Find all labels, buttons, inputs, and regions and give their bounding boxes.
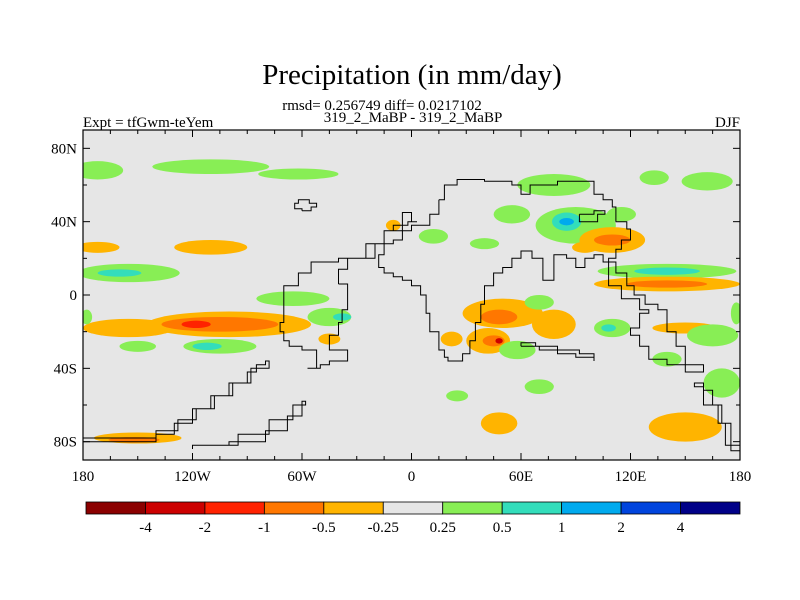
anomaly-region-pos-low (446, 390, 469, 402)
anomaly-region-neg-mid (480, 309, 518, 325)
anomaly-region-pos-low (83, 161, 124, 180)
anomaly-region-neg-low (440, 331, 463, 347)
coastline (83, 360, 270, 443)
x-tick-label: 180 (72, 469, 95, 485)
anomaly-region-pos-mid (601, 324, 616, 332)
x-tick-label: 120W (174, 469, 212, 485)
y-tick-label: 80S (54, 435, 77, 451)
colorbar: -4 -2 -1 -0.5 -0.25 0.25 0.5 1 2 4 (85, 501, 741, 536)
anomaly-region-neg-low (648, 412, 722, 442)
anomaly-region-pos-low (703, 368, 740, 398)
y-tick-label: 80N (51, 141, 77, 157)
anomaly-region-neg-max (495, 338, 503, 344)
colorbar-swatch (561, 501, 622, 515)
anomaly-region-pos-mid (634, 267, 700, 275)
coastline (520, 342, 595, 361)
season-label: DJF (715, 115, 740, 131)
anomaly-region-pos-low (307, 307, 352, 327)
colorbar-swatch (442, 501, 503, 515)
colorbar-label: 0.25 (430, 520, 456, 536)
anomaly-region-pos-low (258, 168, 339, 180)
anomaly-region-pos-low (83, 309, 93, 325)
chart-title: Precipitation (in mm/day) (262, 59, 562, 91)
colorbar-swatch (620, 501, 681, 515)
colorbar-swatch (323, 501, 384, 515)
anomaly-region-pos-low (418, 229, 448, 244)
colorbar-label: -0.5 (312, 520, 336, 536)
y-tick-label: 40S (54, 361, 77, 377)
anomaly-field (83, 159, 740, 444)
map-background (83, 130, 740, 460)
colorbar-label: -2 (199, 520, 212, 536)
chart-subtitle-runs: 319_2_MaBP - 319_2_MaBP (324, 110, 503, 126)
anomaly-region-neg-high (181, 320, 211, 329)
anomaly-region-pos-low (606, 207, 636, 222)
land-outlines (83, 179, 740, 452)
x-tick-label: 60E (509, 469, 533, 485)
anomaly-region-pos-low (119, 340, 156, 352)
coastline (192, 400, 307, 449)
anomaly-region-neg-mid (161, 317, 279, 332)
coastline (693, 382, 740, 452)
anomaly-region-pos-low (524, 295, 554, 310)
anomaly-region-pos-mid (97, 269, 142, 277)
chart-subtitle-stats: rmsd= 0.256749 diff= 0.0217102 (282, 98, 482, 114)
colorbar-swatch (204, 501, 265, 515)
colorbar-label: -1 (258, 520, 271, 536)
x-tick-label: 0 (408, 469, 416, 485)
colorbar-label: -4 (139, 520, 152, 536)
x-tick-label: 60W (287, 469, 317, 485)
axis-ticks: 180 120W 60W 0 60E 120E 180 80N 40N 0 40S 80S (51, 130, 751, 485)
anomaly-region-pos-low (493, 205, 531, 224)
anomaly-region-neg-low (572, 241, 598, 253)
coastline (294, 199, 318, 212)
colorbar-label: -0.25 (368, 520, 399, 536)
anomaly-region-pos-low (152, 159, 270, 175)
anomaly-region-pos-mid (192, 342, 222, 351)
anomaly-region-pos-low (639, 170, 669, 186)
anomaly-region-neg-low (83, 241, 120, 253)
anomaly-region-pos-low (681, 172, 733, 191)
x-tick-label: 180 (729, 469, 752, 485)
anomaly-region-pos-low (499, 340, 536, 360)
colorbar-swatch (145, 501, 206, 515)
x-tick-label: 120E (615, 469, 647, 485)
colorbar-label: 2 (617, 520, 625, 536)
anomaly-region-pos-low (524, 379, 554, 394)
y-tick-label: 40N (51, 215, 77, 231)
anomaly-region-pos-low (469, 238, 500, 250)
anomaly-region-neg-low (480, 412, 518, 435)
anomaly-region-pos-high (559, 218, 574, 226)
anomaly-region-pos-low (256, 291, 330, 306)
anomaly-region-pos-low (687, 324, 739, 347)
coastline (378, 179, 704, 373)
experiment-label: Expt = tfGwm-teYem (83, 115, 214, 131)
map-plot (82, 129, 741, 461)
coastline (578, 210, 606, 223)
coastline (279, 212, 417, 369)
colorbar-label: 4 (677, 520, 685, 536)
colorbar-swatch (263, 501, 325, 515)
colorbar-swatch (85, 501, 146, 515)
anomaly-region-neg-mid (482, 335, 505, 347)
colorbar-label: 0.5 (493, 520, 512, 536)
colorbar-swatch (501, 501, 563, 515)
anomaly-region-pos-low (730, 302, 740, 325)
colorbar-swatch (382, 501, 444, 515)
anomaly-region-neg-low (531, 309, 576, 340)
colorbar-label: 1 (558, 520, 566, 536)
anomaly-region-neg-mid (626, 280, 708, 288)
colorbar-swatch (680, 501, 741, 515)
anomaly-region-neg-low (174, 240, 248, 255)
y-tick-label: 0 (70, 288, 78, 304)
